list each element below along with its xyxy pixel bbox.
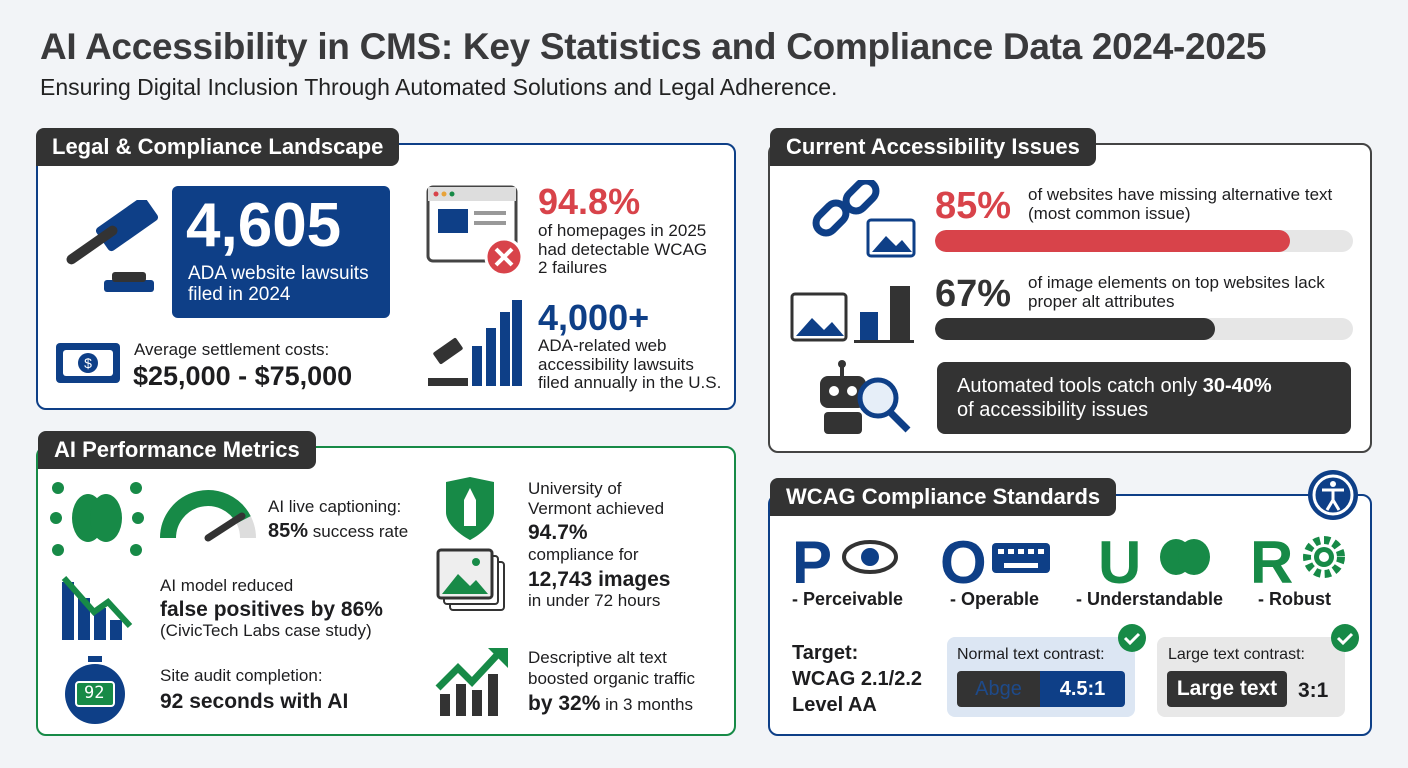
uvm-l1: University of <box>528 479 622 498</box>
broken-link-image-icon <box>812 180 916 258</box>
stopwatch-icon <box>65 656 125 724</box>
automated-tools-callout: Automated tools catch only 30-40% of acce… <box>937 362 1351 434</box>
target-l2: WCAG 2.1/2.2 <box>792 668 923 690</box>
university-shield-icon <box>446 477 494 540</box>
homepages-value: 94.8% <box>538 181 641 222</box>
lawsuits-label: ADA website lawsuits filed in 2024 <box>188 263 369 305</box>
traffic-suffix: in 3 months <box>600 695 693 714</box>
annual-label: ADA-related web accessibility lawsuits f… <box>538 336 722 393</box>
caption-suffix: success rate <box>308 522 409 541</box>
target-l1: Target: <box>792 642 859 664</box>
traffic-growth-icon <box>435 648 508 716</box>
target-l3: Level AA <box>792 694 877 716</box>
eye-icon <box>842 540 898 574</box>
lawsuits-value: 4,605 <box>186 191 342 260</box>
declining-chart-icon <box>61 576 133 640</box>
robot-magnifier-icon <box>820 360 911 434</box>
alt-label: of websites have missing alternative tex… <box>1028 185 1333 223</box>
gauge-icon <box>160 490 256 542</box>
uvm-l4: in under 72 hours <box>528 591 661 610</box>
principle-label: - Operable <box>950 589 1040 609</box>
large-ratio: 3:1 <box>1298 679 1329 702</box>
brain-icon <box>1160 539 1210 575</box>
image-stack-icon <box>436 548 505 611</box>
normal-sample: Abge <box>957 671 1040 707</box>
img-label: of image elements on top websites lack p… <box>1028 273 1325 311</box>
alt-value: 85% <box>935 185 1012 227</box>
lawsuits-callout <box>172 186 390 318</box>
homepages-label: of homepages in 2025 had detectable WCAG… <box>538 221 708 278</box>
caption-label: AI live captioning: <box>268 497 402 516</box>
accessibility-icon <box>1308 470 1358 520</box>
principle-letter: U <box>1098 529 1142 596</box>
ai-heading: AI Performance Metrics <box>38 431 316 469</box>
caption-value: 85% <box>268 520 309 542</box>
auto-pre: Automated tools catch only <box>957 375 1203 397</box>
gavel-icon <box>66 200 159 292</box>
gear-icon <box>1303 536 1345 578</box>
large-sample: Large text <box>1167 671 1287 707</box>
principle-label: - Perceivable <box>792 589 904 609</box>
page-title: AI Accessibility in CMS: Key Statistics … <box>40 26 1267 67</box>
wcag-heading: WCAG Compliance Standards <box>770 478 1117 516</box>
annual-value: 4,000+ <box>538 297 650 338</box>
normal-ratio: 4.5:1 <box>1040 671 1125 707</box>
normal-sample-box: Abge 4.5:1 <box>957 671 1125 707</box>
principle-label: - Robust <box>1258 589 1331 609</box>
large-label: Large text contrast: <box>1168 646 1305 663</box>
issues-heading: Current Accessibility Issues <box>770 128 1096 166</box>
legal-heading: Legal & Compliance Landscape <box>36 128 400 166</box>
fp-value: false positives by 86% <box>160 598 383 621</box>
auto-value: 30-40% <box>1202 375 1272 397</box>
principle-letter: P <box>792 529 833 596</box>
page-subtitle: Ensuring Digital Inclusion Through Autom… <box>40 74 838 100</box>
caption-line: 85% success rate <box>268 520 408 542</box>
cash-icon: $ <box>56 343 120 383</box>
gavel-bars-icon <box>428 300 522 386</box>
image-chart-icon <box>790 286 914 343</box>
keyboard-icon <box>992 543 1050 573</box>
svg-text:$: $ <box>84 355 92 371</box>
principle-letter: R <box>1250 529 1294 596</box>
settlement-label: Average settlement costs: <box>134 340 330 359</box>
audit-value: 92 seconds with AI <box>160 690 349 713</box>
fp-label: AI model reduced <box>160 576 294 595</box>
fp-note: (CivicTech Labs case study) <box>160 621 372 640</box>
settlement-value: $25,000 - $75,000 <box>133 361 353 391</box>
uvm-value: 94.7% <box>528 521 588 544</box>
ai-panel <box>36 446 736 736</box>
uvm-images: 12,743 images <box>528 568 671 591</box>
brain-network-icon <box>50 482 144 556</box>
img-progress-bar <box>935 318 1353 340</box>
traffic-value: by 32% <box>528 692 601 715</box>
check-icon-large <box>1331 624 1359 652</box>
principle-letter: O <box>940 529 987 596</box>
browser-error-icon <box>426 185 524 277</box>
img-value: 67% <box>935 273 1012 315</box>
traffic-l2: boosted organic traffic <box>528 669 695 688</box>
check-icon-normal <box>1118 624 1146 652</box>
alt-progress-bar <box>935 230 1353 252</box>
normal-label: Normal text contrast: <box>957 646 1105 663</box>
traffic-l1: Descriptive alt text <box>528 648 667 667</box>
traffic-line: by 32% in 3 months <box>528 692 693 715</box>
audit-label: Site audit completion: <box>160 666 323 685</box>
principle-label: - Understandable <box>1076 589 1224 609</box>
uvm-l2: Vermont achieved <box>528 499 665 518</box>
uvm-l3: compliance for <box>528 545 639 564</box>
auto-post: of accessibility issues <box>957 399 1149 421</box>
stopwatch-display: 92 <box>84 683 105 703</box>
